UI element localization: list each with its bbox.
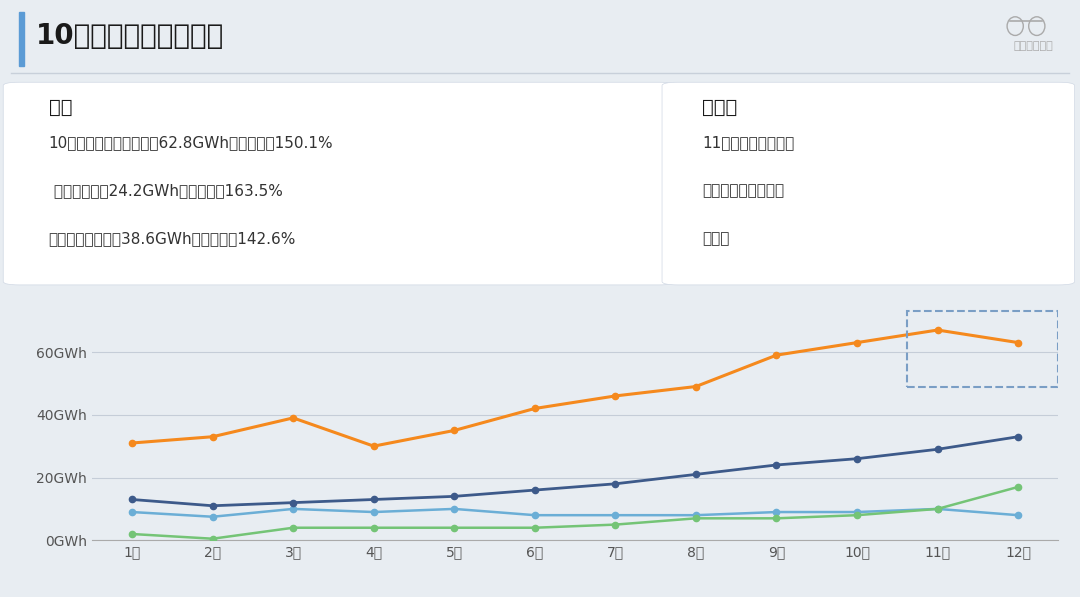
Text: 汽车电子设计: 汽车电子设计: [1013, 41, 1053, 51]
Text: 会下降: 会下降: [702, 232, 729, 247]
FancyBboxPatch shape: [3, 82, 675, 285]
Text: 需求下降，产量将要: 需求下降，产量将要: [702, 184, 784, 199]
Text: 10月中国动力电池概览: 10月中国动力电池概览: [36, 22, 224, 50]
Text: 产量: 产量: [49, 97, 72, 116]
Text: 磷酸铁锂电池产量38.6GWh，同比增长142.6%: 磷酸铁锂电池产量38.6GWh，同比增长142.6%: [49, 232, 296, 247]
Text: 10月，动力电池产量共计62.8GWh，同比增长150.1%: 10月，动力电池产量共计62.8GWh，同比增长150.1%: [49, 136, 334, 150]
Text: 排产量: 排产量: [702, 97, 738, 116]
Text: 11月排产到顶，随着: 11月排产到顶，随着: [702, 136, 794, 150]
Text: 三元电池产量24.2GWh，同比增长163.5%: 三元电池产量24.2GWh，同比增长163.5%: [49, 184, 283, 199]
FancyBboxPatch shape: [662, 82, 1075, 285]
Bar: [19, 12, 24, 66]
Bar: [907, 311, 1058, 386]
